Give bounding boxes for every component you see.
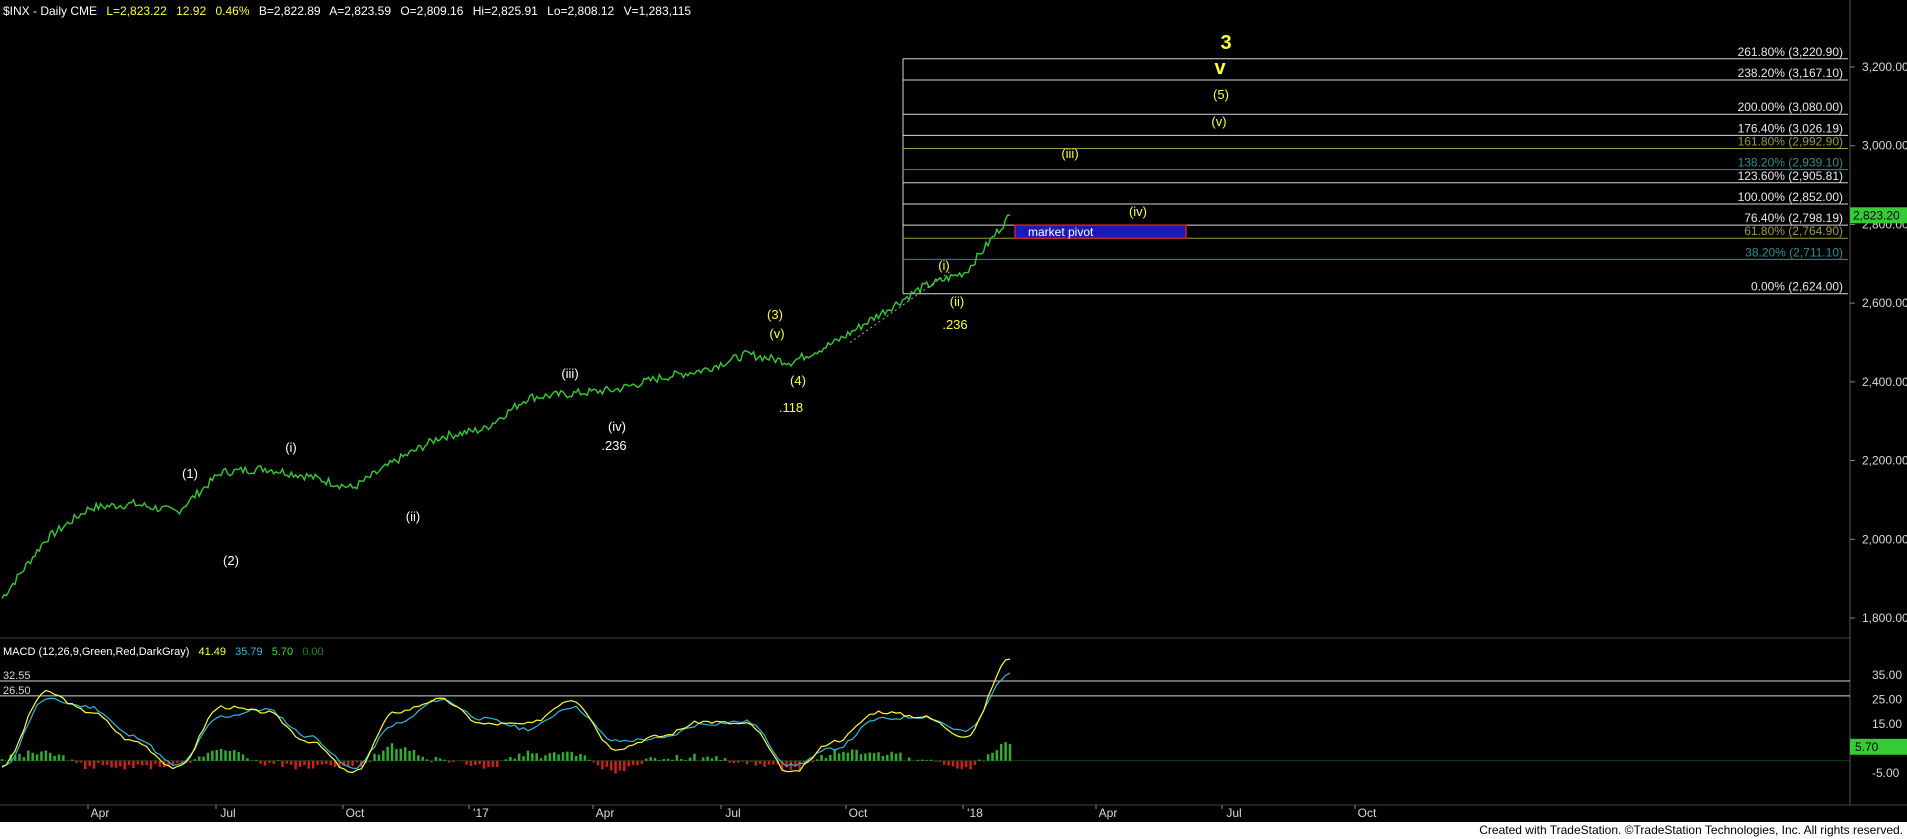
wave-label: (4)	[790, 373, 806, 388]
wave-label: (iii)	[561, 366, 578, 381]
macd-zero-value: 0.00	[302, 646, 323, 658]
fib-level-label: 100.00% (2,852.00)	[1738, 190, 1843, 204]
macd-label: MACD (12,26,9,Green,Red,DarkGray)	[3, 646, 189, 658]
fib-level-label: 261.80% (3,220.90)	[1738, 45, 1843, 59]
macd-tick-label: 25.00	[1872, 693, 1902, 707]
macd-badge	[1850, 738, 1907, 755]
fib-level-label: 200.00% (3,080.00)	[1738, 100, 1843, 114]
time-tick-label: Apr	[1099, 806, 1118, 820]
fib-level-label: 38.20% (2,711.10)	[1745, 245, 1843, 259]
macd-level-label: 32.55	[3, 670, 31, 682]
time-tick-label: Oct	[849, 806, 868, 820]
last-price-badge-label: 2,823.20	[1853, 208, 1900, 222]
symbol: $INX - Daily CME	[3, 4, 97, 18]
market-pivot-zone: market pivot	[1014, 224, 1187, 239]
wave-label: (i)	[938, 258, 950, 273]
wave-label: (v)	[1211, 114, 1226, 129]
fib-level-label: 161.80% (2,992.90)	[1738, 135, 1843, 149]
volume: V=1,283,115	[624, 4, 692, 18]
fib-level-label: 238.20% (3,167.10)	[1738, 66, 1843, 80]
chart-canvas: $INX - Daily CME L=2,823.22 12.92 0.46% …	[0, 0, 1907, 820]
footer-text: Created with TradeStation. ©TradeStation…	[1479, 823, 1903, 837]
macd-header: MACD (12,26,9,Green,Red,DarkGray) 41.49 …	[3, 646, 324, 658]
price-tick-label: 2,000.00	[1862, 532, 1907, 546]
fib-level-label: 123.60% (2,905.81)	[1738, 169, 1843, 183]
fib-levels: 261.80% (3,220.90) 238.20% (3,167.10) 200.…	[902, 45, 1848, 295]
last-price-badge	[1850, 207, 1907, 224]
time-tick-label: Oct	[1358, 806, 1377, 820]
fib-level-label: 0.00% (2,624.00)	[1751, 280, 1843, 294]
high: Hi=2,825.91	[473, 4, 538, 18]
wave-label: (iv)	[1129, 204, 1147, 219]
low: Lo=2,808.12	[547, 4, 614, 18]
price-tick-label: 3,000.00	[1862, 139, 1907, 153]
wave-label: 3	[1220, 32, 1231, 54]
macd-signal-line	[1, 672, 1011, 770]
time-tick-label: '17	[473, 806, 489, 820]
wave-label: v	[1214, 57, 1226, 79]
macd-signal-value: 35.79	[235, 646, 263, 658]
open: O=2,809.16	[400, 4, 463, 18]
time-tick-label: Jul	[725, 806, 740, 820]
price-tick-label: 1,800.00	[1862, 611, 1907, 625]
last-price: L=2,823.22	[106, 4, 167, 18]
chart-header: $INX - Daily CME L=2,823.22 12.92 0.46% …	[3, 4, 691, 18]
market-pivot-box	[1014, 224, 1187, 239]
wave-label: .118	[779, 400, 803, 415]
price-tick-label: 2,400.00	[1862, 375, 1907, 389]
wave-label: (iv)	[608, 419, 626, 434]
wave-label: (5)	[1213, 87, 1229, 102]
macd-tick-label: 35.00	[1872, 668, 1902, 682]
time-axis: Apr Jul Oct '17 Apr Jul Oct '18 Apr Jul Oct	[87, 805, 1377, 820]
time-tick-label: Apr	[91, 806, 110, 820]
price-axis: 3,200.003,000.002,800.002,600.002,400.00…	[1850, 60, 1907, 625]
price-line	[1, 214, 1011, 599]
wave-labels: 3 v (5) (v) (iii) (iv) (i) (ii) .236 (3) (v) (4) .11…	[182, 32, 1232, 568]
change: 12.92	[176, 4, 206, 18]
macd-hist-value: 5.70	[272, 646, 293, 658]
wave-label: (ii)	[950, 294, 964, 309]
macd-level-label: 26.50	[3, 685, 31, 697]
time-tick-label: Jul	[220, 806, 235, 820]
time-tick-label: Oct	[346, 806, 365, 820]
price-tick-label: 3,200.00	[1862, 60, 1907, 74]
fib-level-label: 61.80% (2,764.90)	[1744, 224, 1843, 238]
macd-badge-label: 5.70	[1855, 740, 1879, 754]
bid: B=2,822.89	[259, 4, 321, 18]
change-pct: 0.46%	[215, 4, 249, 18]
macd-levels: 32.55 26.50	[0, 670, 1850, 697]
market-pivot-label: market pivot	[1028, 225, 1094, 239]
footer: Created with TradeStation. ©TradeStation…	[0, 822, 1907, 839]
wave-label: (1)	[182, 466, 198, 481]
fib-level-label: 76.40% (2,798.19)	[1744, 211, 1843, 225]
fib-level-label: 138.20% (2,939.10)	[1738, 156, 1843, 170]
time-tick-label: '18	[967, 806, 983, 820]
wave-label: (iii)	[1061, 146, 1078, 161]
macd-line	[1, 658, 1011, 774]
wave-label: .236	[601, 438, 626, 453]
ask: A=2,823.59	[329, 4, 391, 18]
wave-label: (i)	[285, 440, 297, 455]
wave-label: (2)	[223, 553, 239, 568]
wave-label: (v)	[769, 326, 784, 341]
macd-value: 41.49	[199, 646, 227, 658]
macd-tick-label: -5.00	[1872, 766, 1900, 780]
price-tick-label: 2,200.00	[1862, 454, 1907, 468]
wave-label: (3)	[767, 307, 783, 322]
time-tick-label: Apr	[596, 806, 615, 820]
wave-label: (ii)	[406, 509, 420, 524]
macd-histogram	[0, 742, 1850, 774]
fib-level-label: 176.40% (3,026.19)	[1738, 121, 1843, 135]
price-tick-label: 2,600.00	[1862, 296, 1907, 310]
wave-channel-line	[849, 271, 951, 343]
price-series	[1, 214, 1011, 599]
wave-label: .236	[942, 317, 967, 332]
macd-lines	[1, 658, 1011, 774]
macd-tick-label: 15.00	[1872, 717, 1902, 731]
time-tick-label: Jul	[1226, 806, 1241, 820]
